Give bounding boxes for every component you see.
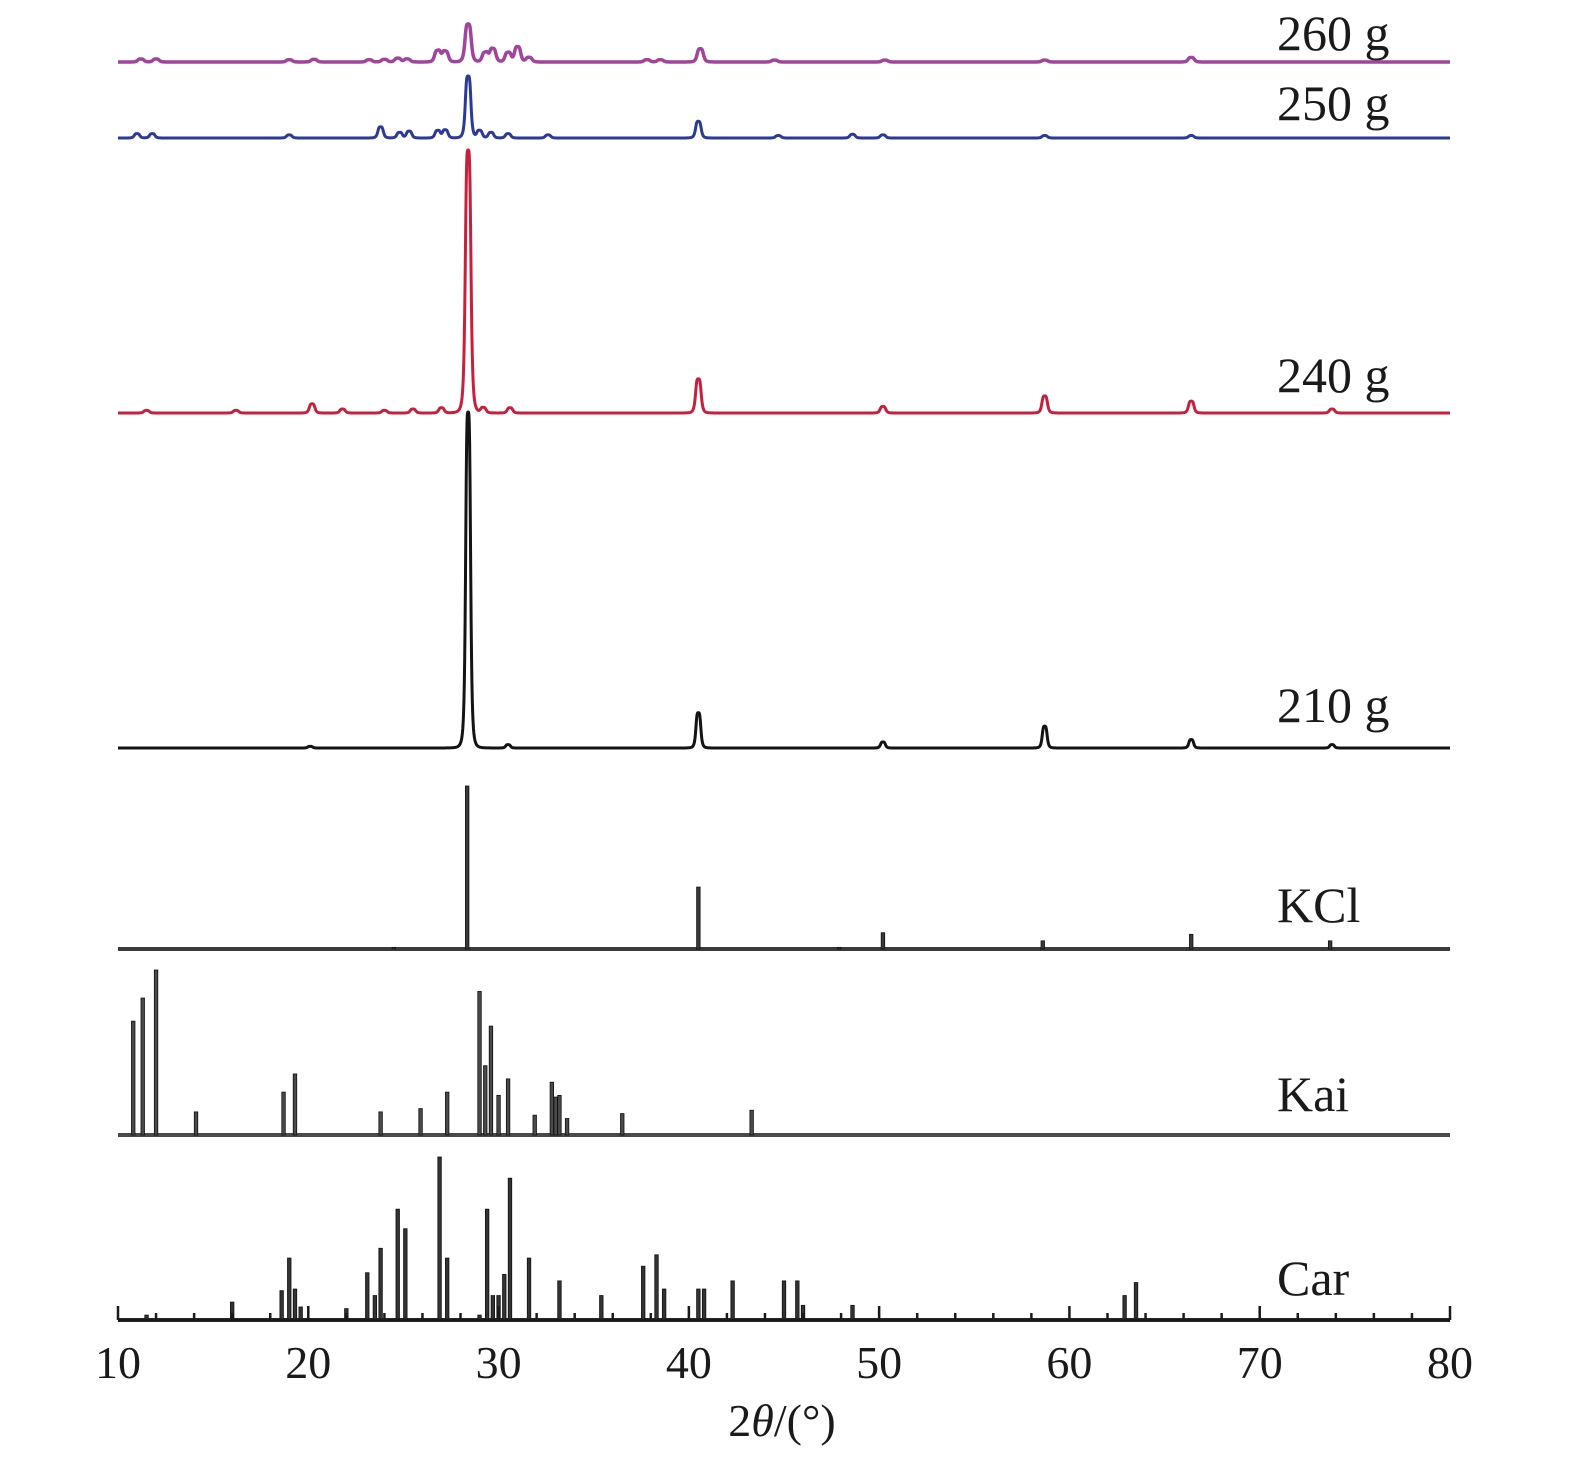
stick-kai-14 [505, 1078, 511, 1136]
label-kcl: KCl [1277, 877, 1360, 933]
stick-car-13 [437, 1156, 442, 1321]
stick-kai-7 [378, 1111, 383, 1136]
stick-kai-17 [553, 1096, 558, 1136]
traces-group [116, 22, 1452, 1322]
stick-car-11 [395, 1208, 400, 1321]
x-axis: 10 20 30 40 50 60 70 80 [95, 1306, 1473, 1388]
stick-car-22 [557, 1280, 562, 1321]
x-tick-label-70: 70 [1237, 1337, 1283, 1388]
x-tick-label-10: 10 [95, 1337, 141, 1388]
stick-kai-5 [281, 1091, 286, 1136]
stick-car-12 [403, 1228, 408, 1321]
stick-car-25 [654, 1254, 659, 1321]
stick-car-20 [507, 1177, 513, 1321]
stick-kai-16 [549, 1081, 554, 1136]
stick-car-23 [599, 1295, 604, 1321]
x-tick-label-80: 80 [1427, 1337, 1473, 1388]
label-car: Car [1277, 1250, 1350, 1306]
stick-kcl-7 [1189, 933, 1194, 950]
stick-car-14 [445, 1257, 450, 1321]
stick-car-28 [701, 1288, 707, 1321]
series-240-g [116, 148, 1452, 415]
stick-car-27 [696, 1288, 701, 1321]
stick-kcl-5 [880, 932, 886, 950]
stick-car-35 [1133, 1282, 1139, 1321]
stick-kai-10 [477, 991, 482, 1136]
stick-kai-1 [131, 1020, 136, 1136]
x-tick-label-60: 60 [1046, 1337, 1092, 1388]
stick-car-6 [298, 1306, 303, 1321]
stick-kai-13 [496, 1095, 501, 1136]
stick-car-24 [641, 1265, 646, 1321]
stick-kcl-3 [696, 886, 701, 950]
stick-kai-4 [193, 1111, 199, 1136]
stick-car-10 [378, 1247, 383, 1321]
stick-car-5 [292, 1288, 298, 1321]
stick-kai-21 [749, 1109, 754, 1136]
x-axis-title: 2θ/(°) [728, 1395, 835, 1446]
stick-car-21 [526, 1257, 532, 1321]
series-line-260-g [116, 22, 1452, 64]
label-240-g: 240 g [1277, 347, 1390, 403]
stick-kcl-8 [1327, 940, 1333, 950]
series-kcl [118, 785, 1450, 951]
stick-car-17 [490, 1295, 496, 1321]
series-line-210-g [116, 410, 1452, 750]
x-tick-label-40: 40 [666, 1337, 712, 1388]
stick-car-8 [365, 1272, 370, 1321]
series-car [118, 1156, 1450, 1322]
label-260-g: 260 g [1277, 5, 1390, 61]
stick-kai-18 [557, 1095, 562, 1136]
x-tick-label-30: 30 [476, 1337, 522, 1388]
series-260-g [116, 22, 1452, 64]
stick-car-26 [661, 1288, 667, 1321]
stick-kcl-2 [465, 785, 470, 950]
stick-kcl-4 [837, 946, 842, 950]
stick-car-34 [1122, 1295, 1127, 1321]
label-210-g: 210 g [1277, 677, 1390, 733]
stick-kai-3 [153, 969, 159, 1136]
label-250-g: 250 g [1277, 75, 1390, 131]
stick-car-30 [781, 1280, 787, 1321]
stick-car-4 [287, 1257, 292, 1321]
stick-car-19 [502, 1273, 507, 1321]
x-tick-label-50: 50 [856, 1337, 902, 1388]
stick-car-33 [850, 1304, 855, 1321]
stick-car-31 [795, 1280, 800, 1321]
stick-kai-2 [140, 997, 145, 1136]
series-210-g [116, 410, 1452, 750]
stick-kai-19 [564, 1118, 570, 1136]
x-tick-label-20: 20 [285, 1337, 331, 1388]
stick-kai-20 [620, 1113, 625, 1136]
stick-car-3 [279, 1290, 284, 1321]
label-kai: Kai [1277, 1066, 1349, 1122]
stick-kcl-1 [391, 946, 397, 950]
trace-labels-group: 260 g 250 g 240 g 210 g KCl Kai Car [1277, 5, 1390, 1306]
stick-kai-8 [418, 1108, 423, 1136]
stick-car-16 [484, 1208, 490, 1321]
stick-kai-12 [488, 1025, 494, 1136]
stick-kai-9 [445, 1091, 450, 1136]
stick-kai-15 [532, 1114, 537, 1136]
stick-car-9 [372, 1295, 378, 1321]
series-kai [118, 969, 1450, 1137]
stick-kai-11 [483, 1065, 488, 1136]
x-ticks: 10 20 30 40 50 60 70 80 [95, 1306, 1473, 1388]
stick-kai-6 [292, 1073, 298, 1136]
series-line-240-g [116, 148, 1452, 415]
stick-kcl-6 [1040, 940, 1045, 950]
series-line-250-g [116, 74, 1452, 140]
series-250-g [116, 74, 1452, 140]
stick-car-29 [730, 1280, 735, 1321]
